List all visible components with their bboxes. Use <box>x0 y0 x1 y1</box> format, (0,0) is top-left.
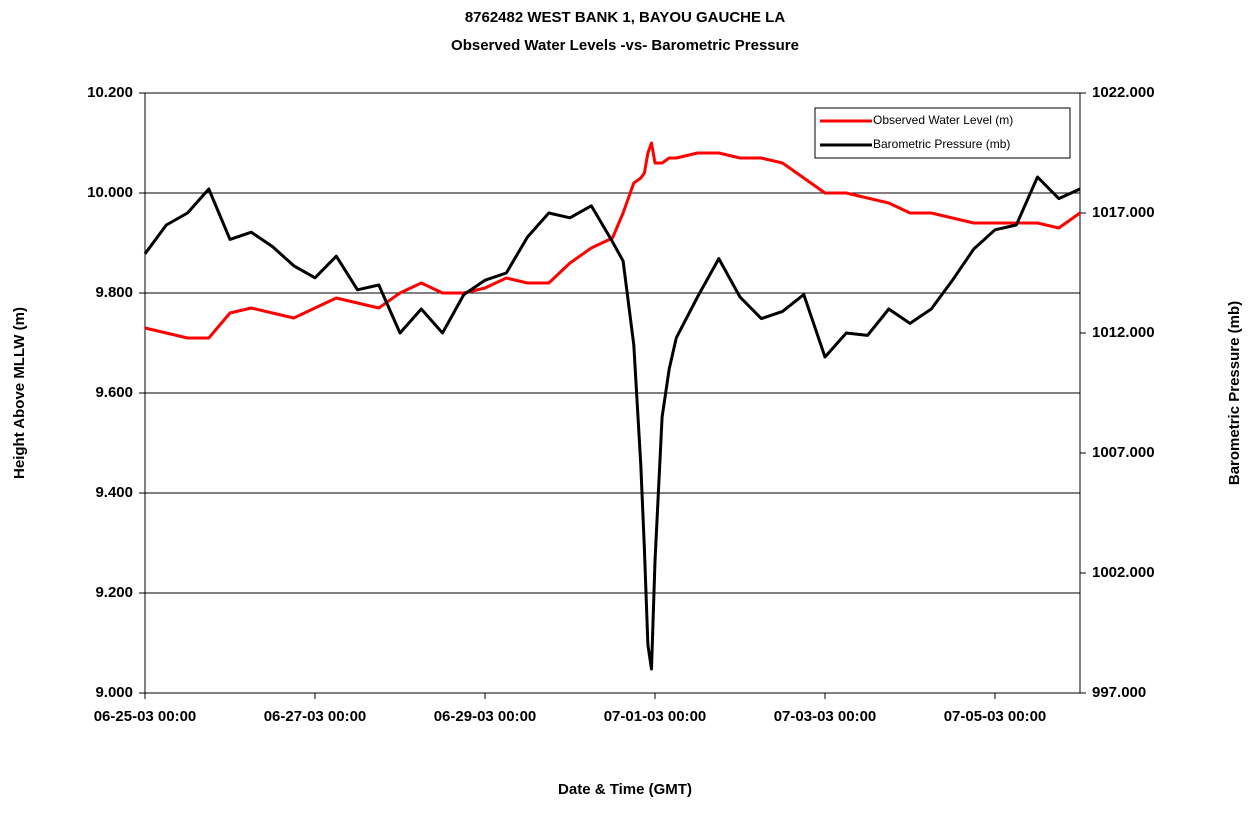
y-tick-label: 9.800 <box>95 284 133 301</box>
x-tick-label: 07-01-03 00:00 <box>604 708 707 725</box>
x-tick-label: 06-29-03 00:00 <box>434 708 537 725</box>
y2-tick-label: 1007.000 <box>1092 444 1155 461</box>
data-line <box>143 175 1081 671</box>
y2-tick-label: 1002.000 <box>1092 564 1155 581</box>
y-tick-label: 10.200 <box>87 84 133 101</box>
legend-label: Observed Water Level (m) <box>873 113 1013 127</box>
y-axis-label: Height Above MLLW (m) <box>11 307 28 479</box>
legend-label: Barometric Pressure (mb) <box>873 137 1010 151</box>
y2-axis-label: Barometric Pressure (mb) <box>1226 301 1243 485</box>
data-line <box>144 141 1081 340</box>
x-tick-label: 06-27-03 00:00 <box>264 708 367 725</box>
x-axis-label: Date & Time (GMT) <box>558 781 692 798</box>
y-tick-label: 9.200 <box>95 584 133 601</box>
x-tick-label: 07-05-03 00:00 <box>944 708 1047 725</box>
y-tick-label: 10.000 <box>87 184 133 201</box>
y2-tick-label: 1012.000 <box>1092 324 1155 341</box>
x-tick-label: 07-03-03 00:00 <box>774 708 877 725</box>
y2-tick-label: 1022.000 <box>1092 84 1155 101</box>
chart-title: 8762482 WEST BANK 1, BAYOU GAUCHE LA <box>465 9 786 26</box>
y2-tick-label: 997.000 <box>1092 684 1146 701</box>
chart-subtitle: Observed Water Levels -vs- Barometric Pr… <box>451 37 799 54</box>
y-tick-label: 9.400 <box>95 484 133 501</box>
y2-tick-label: 1017.000 <box>1092 204 1155 221</box>
legend-box <box>814 107 1071 159</box>
y-tick-label: 9.600 <box>95 384 133 401</box>
x-tick-label: 06-25-03 00:00 <box>94 708 197 725</box>
y-tick-label: 9.000 <box>95 684 133 701</box>
